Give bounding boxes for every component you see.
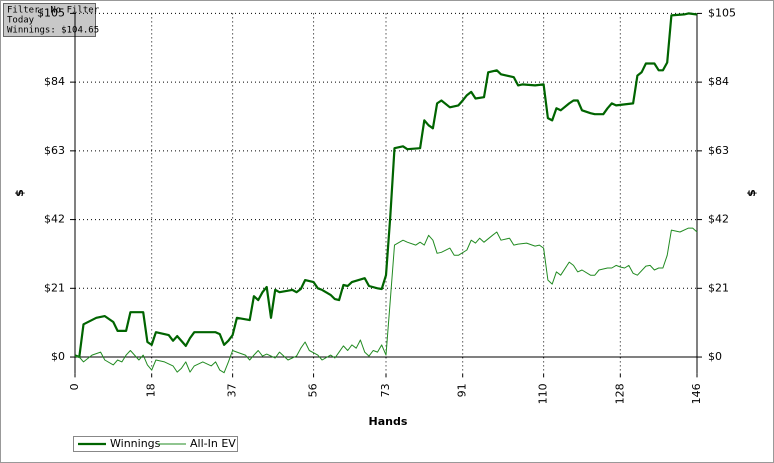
info-line: Today <box>7 16 35 26</box>
y2-tick-label: $63 <box>708 144 729 157</box>
y-axis-label: $ <box>13 189 26 197</box>
x-tick-label: 18 <box>145 383 158 397</box>
series-line <box>74 12 698 359</box>
info-line: Filter: No Filter <box>7 6 100 16</box>
info-box: Filter: No Filter Today Winnings: $104.6… <box>3 3 100 37</box>
legend-label: Winnings <box>110 437 161 450</box>
y2-tick-label: $0 <box>708 350 722 363</box>
x-tick-label: 0 <box>68 383 81 390</box>
info-box-bg <box>3 3 96 37</box>
y-tick-label: $21 <box>44 281 65 294</box>
y2-axis-label: $ <box>745 189 758 197</box>
y-tick-label: $84 <box>44 75 65 88</box>
x-tick-label: 110 <box>537 383 550 404</box>
x-tick-label: 37 <box>226 383 239 397</box>
series-line <box>74 227 698 374</box>
x-tick-label: 73 <box>379 383 392 397</box>
y2-tick-label: $21 <box>708 281 729 294</box>
y-tick-label: $63 <box>44 144 65 157</box>
y2-tick-label: $105 <box>708 6 736 19</box>
y2-tick-label: $84 <box>708 75 729 88</box>
y-tick-label: $0 <box>51 350 65 363</box>
y-tick-label: $105 <box>37 6 65 19</box>
x-axis-label: Hands <box>369 415 408 428</box>
legend-label: All-In EV <box>190 437 236 450</box>
x-tick-label: 128 <box>613 383 626 404</box>
legend <box>73 436 238 452</box>
x-tick-label: 146 <box>690 383 703 404</box>
y-tick-label: $42 <box>44 213 65 226</box>
x-tick-label: 56 <box>307 383 320 397</box>
y2-tick-label: $42 <box>708 213 729 226</box>
x-tick-label: 91 <box>456 383 469 397</box>
info-line: Winnings: $104.65 <box>7 26 99 36</box>
